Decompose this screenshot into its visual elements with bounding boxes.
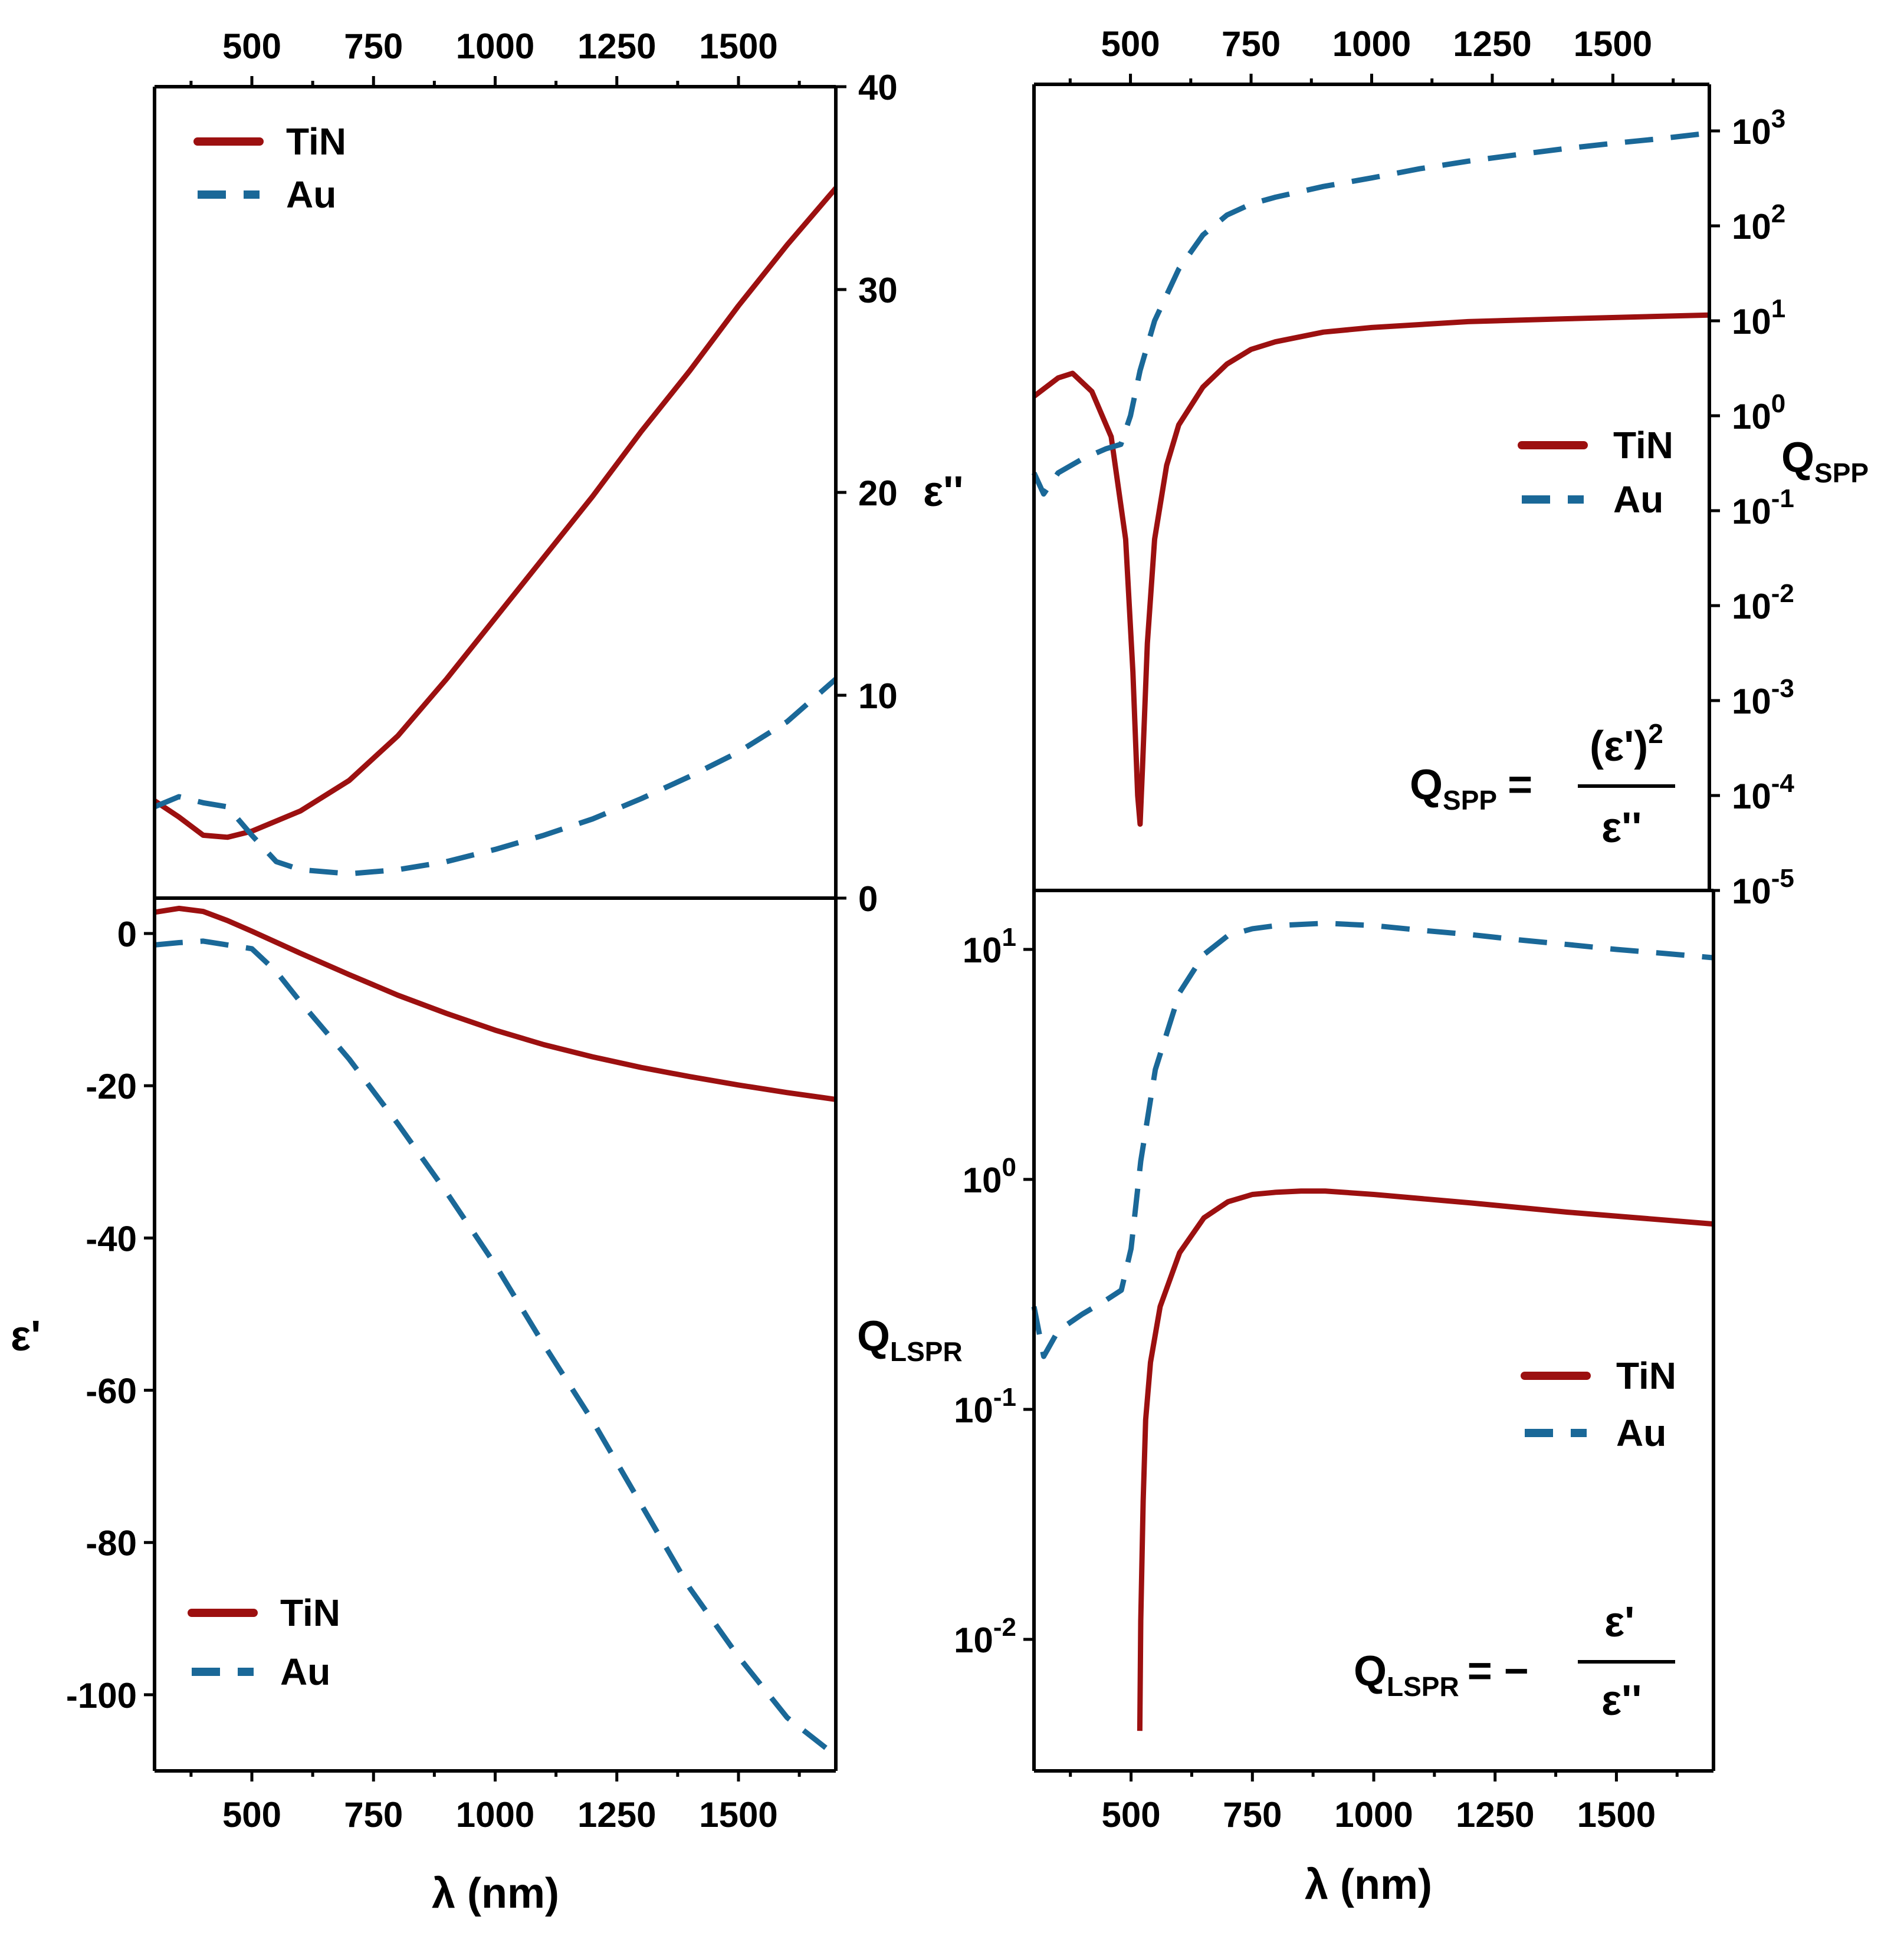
- x-tick-label: 1250: [577, 27, 656, 66]
- eps2-plot: 500 750 1000 1250 1500 0 10 20 30 40: [153, 27, 898, 919]
- y-tick-label: 100: [963, 1153, 1016, 1200]
- y-tick-label: 10-5: [1732, 864, 1794, 911]
- x-tick-label: 1250: [577, 1795, 656, 1835]
- eq-qspp-lhs: QSPP =: [1410, 761, 1532, 816]
- x-tick-label: 500: [1101, 24, 1160, 64]
- y-tick-label: -80: [86, 1524, 137, 1563]
- y-tick-label: 10-2: [1732, 579, 1794, 626]
- qlspr-axis-label: QLSPR: [857, 1313, 963, 1367]
- x-tick-label: 750: [344, 27, 403, 66]
- series-line-tin: [1137, 1188, 1714, 1731]
- x-tick-label: 1000: [456, 1795, 534, 1835]
- y-tick-label: 20: [858, 474, 898, 513]
- qspp-plot: 500 750 1000 1250 1500 10-5 10-4 10-3 10-2 10-1 10…: [1031, 24, 1794, 911]
- x-tick-label: 1250: [1456, 1795, 1534, 1835]
- series-line-au: [154, 938, 838, 1758]
- legend-label-tin: TiN: [286, 120, 346, 163]
- legend-label-au: Au: [1616, 1412, 1666, 1454]
- legend-eps1: TiN Au: [188, 1592, 340, 1693]
- y-tick-label: 10-1: [954, 1383, 1016, 1430]
- y-tick-label: 10: [858, 676, 898, 716]
- y-tick-label: 101: [1732, 294, 1785, 341]
- x-tick-label: 500: [1102, 1795, 1161, 1835]
- y-tick-label: 103: [1732, 104, 1785, 152]
- legend-eps2: TiN Au: [193, 120, 346, 216]
- x-tick-label: 1500: [699, 1795, 777, 1835]
- eq-qlspr-numerator: ε': [1604, 1599, 1634, 1646]
- eps1-plot: 500 750 1000 1250 1500 0 -20 -40 -60 -80 -100: [66, 905, 838, 1835]
- x-tick-label: 500: [222, 27, 281, 66]
- eq-qspp-denominator: ε'': [1601, 804, 1642, 852]
- y-tick-label: -100: [66, 1676, 137, 1715]
- equation-qspp: QSPP = (ε')2 ε'': [1410, 718, 1675, 852]
- equation-qlspr: QLSPR = − ε' ε'': [1354, 1599, 1675, 1724]
- series-line-tin: [154, 905, 836, 1102]
- legend-label-au: Au: [1613, 478, 1663, 521]
- y-tick-label: 10-4: [1732, 769, 1794, 816]
- series-line-au: [153, 677, 838, 877]
- series-line-au: [1031, 130, 1710, 497]
- series-line-au: [1031, 921, 1714, 1359]
- legend-label-au: Au: [280, 1651, 330, 1693]
- x-tick-label: 1500: [1574, 24, 1652, 64]
- y-tick-label: 102: [1732, 199, 1785, 246]
- left-panel-frame: [153, 85, 838, 1773]
- y-tick-label: 101: [963, 923, 1016, 970]
- eq-qlspr-denominator: ε'': [1601, 1677, 1642, 1724]
- eps2-axis-label: ε'': [923, 468, 963, 515]
- x-tick-label: 750: [1223, 1795, 1282, 1835]
- y-tick-label: -20: [86, 1067, 137, 1106]
- y-tick-label: 10-2: [954, 1613, 1016, 1660]
- legend-label-tin: TiN: [1616, 1355, 1676, 1397]
- x-tick-label: 750: [1222, 24, 1281, 64]
- y-tick-label: 100: [1732, 389, 1785, 436]
- y-tick-label: 40: [858, 68, 898, 107]
- x-tick-label: 750: [344, 1795, 403, 1835]
- y-tick-label: 10-3: [1732, 674, 1794, 721]
- x-tick-label: 1000: [456, 27, 534, 66]
- legend-label-tin: TiN: [280, 1592, 340, 1634]
- x-tick-label: 1500: [1577, 1795, 1656, 1835]
- legend-label-tin: TiN: [1613, 424, 1673, 466]
- y-tick-label: 0: [858, 879, 878, 919]
- x-tick-label: 1000: [1332, 24, 1411, 64]
- legend-qlspr: TiN Au: [1521, 1355, 1676, 1454]
- qlspr-plot: 500 750 1000 1250 1500 10-2 10-1 100 101: [954, 921, 1714, 1835]
- x-tick-label: 1500: [699, 27, 777, 66]
- eps1-axis-label: ε': [11, 1313, 41, 1360]
- y-tick-label: 0: [117, 915, 137, 954]
- series-line-tin: [153, 186, 838, 840]
- eq-qlspr-lhs: QLSPR = −: [1354, 1648, 1529, 1702]
- y-tick-label: -60: [86, 1372, 137, 1411]
- y-tick-label: 10-1: [1732, 484, 1794, 531]
- x-tick-label: 1000: [1334, 1795, 1413, 1835]
- eq-qspp-numerator: (ε')2: [1590, 718, 1663, 770]
- x-tick-label: 500: [222, 1795, 281, 1835]
- series-line-tin: [1032, 312, 1710, 827]
- y-tick-label: 30: [858, 271, 898, 310]
- x-axis-label-left: λ (nm): [432, 1870, 559, 1917]
- legend-qspp: TiN Au: [1518, 424, 1673, 521]
- legend-label-au: Au: [286, 173, 336, 216]
- x-tick-label: 1250: [1453, 24, 1531, 64]
- x-axis-label-right: λ (nm): [1305, 1861, 1432, 1908]
- y-tick-label: -40: [86, 1219, 137, 1258]
- right-panel-frame: [1032, 83, 1715, 1773]
- qspp-axis-label: QSPP: [1781, 434, 1869, 488]
